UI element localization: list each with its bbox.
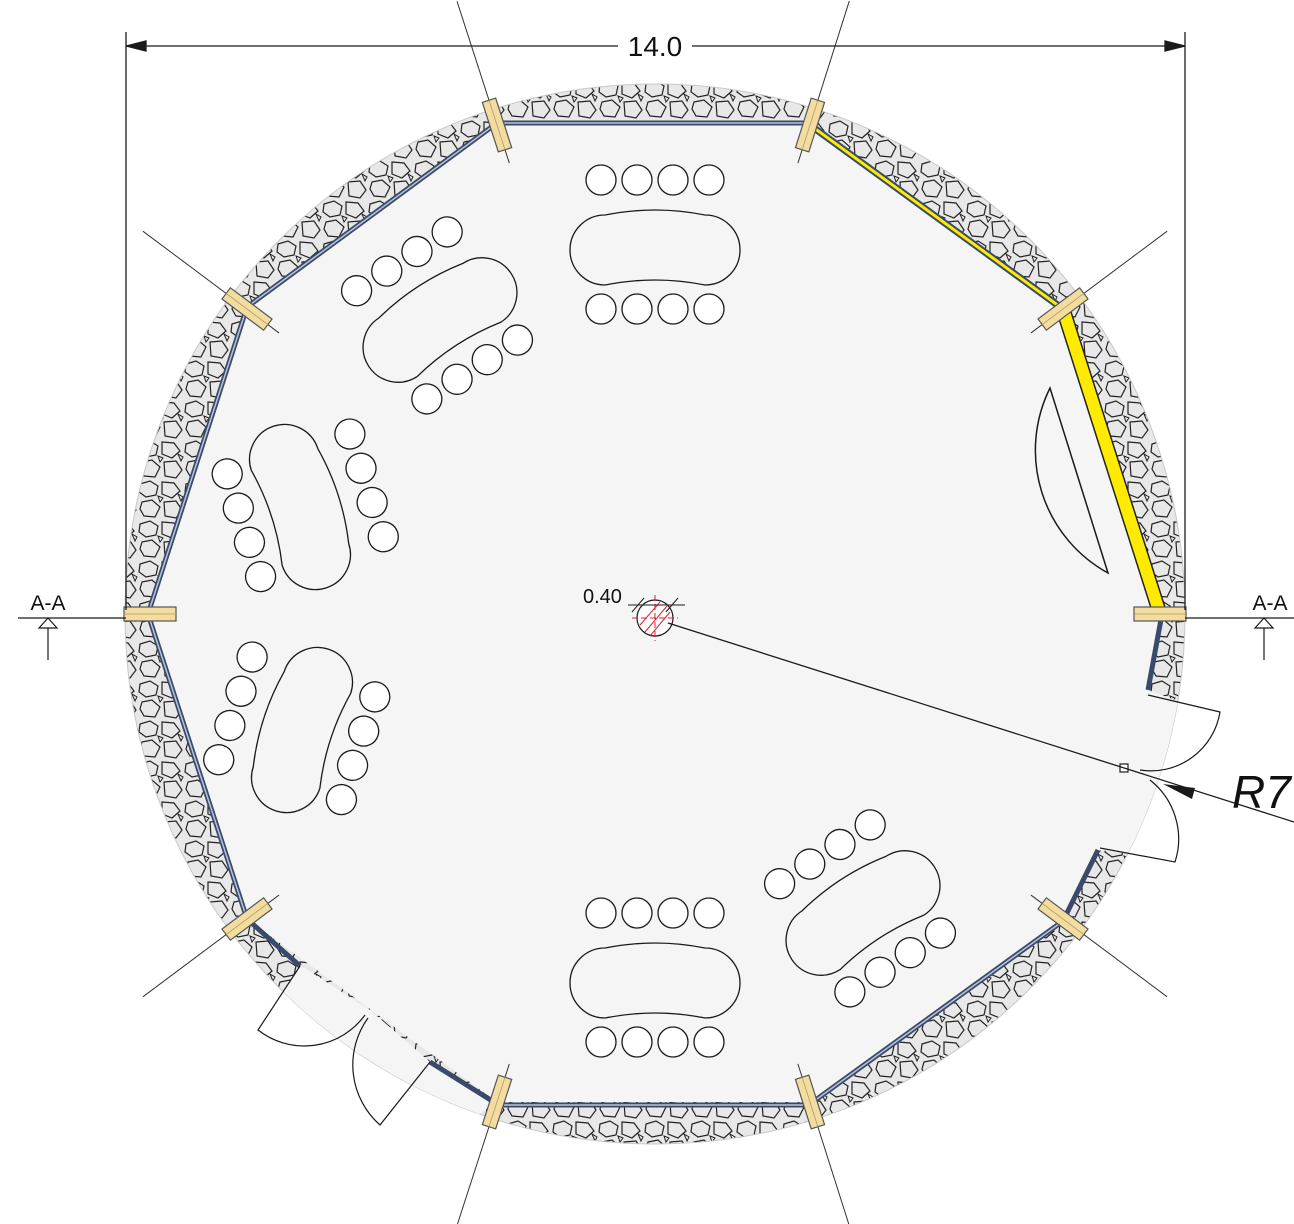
door-bottom-left-2 bbox=[352, 1017, 431, 1126]
chair bbox=[693, 897, 725, 929]
roof-post bbox=[221, 286, 273, 332]
center-column bbox=[628, 595, 685, 641]
banquet-table bbox=[569, 164, 741, 325]
roof-post bbox=[794, 1074, 826, 1130]
chair bbox=[763, 868, 796, 900]
roof-post bbox=[1037, 896, 1089, 942]
radius-leader bbox=[667, 622, 1294, 823]
chair bbox=[585, 293, 617, 325]
chair bbox=[854, 809, 886, 841]
roof-post bbox=[481, 1074, 513, 1130]
chair bbox=[431, 216, 463, 248]
banquet-table bbox=[340, 216, 534, 415]
door-right-upper bbox=[1139, 694, 1221, 772]
chair bbox=[325, 783, 358, 816]
furniture-layout bbox=[203, 164, 957, 1058]
chair bbox=[693, 1026, 725, 1058]
wall-segments bbox=[145, 120, 1165, 1108]
chair bbox=[334, 418, 366, 450]
chair bbox=[501, 324, 534, 356]
bar-counter bbox=[1034, 385, 1110, 575]
chair bbox=[356, 486, 388, 519]
chair bbox=[244, 560, 277, 593]
chair bbox=[657, 1026, 689, 1058]
chair bbox=[924, 917, 957, 949]
chair bbox=[359, 681, 391, 713]
chair bbox=[203, 744, 235, 776]
chair bbox=[236, 641, 268, 673]
chair bbox=[371, 255, 403, 287]
chair bbox=[585, 164, 617, 196]
chair bbox=[894, 937, 926, 969]
chair bbox=[864, 956, 896, 988]
chair bbox=[693, 293, 725, 325]
chair bbox=[340, 275, 373, 307]
roof-post bbox=[481, 97, 513, 153]
chair bbox=[693, 164, 725, 196]
chair bbox=[348, 715, 380, 747]
chair bbox=[824, 828, 856, 861]
section-marker-left bbox=[18, 617, 126, 660]
section-label-right: A-A bbox=[1252, 592, 1287, 615]
roof-post bbox=[1037, 286, 1089, 332]
chair bbox=[585, 1026, 617, 1058]
roof-posts bbox=[123, 97, 1187, 1130]
width-dimension-label: 14.0 bbox=[628, 31, 683, 62]
chair bbox=[657, 164, 689, 196]
highlighted-wall-segments bbox=[807, 122, 1168, 617]
width-dimension bbox=[125, 32, 1186, 610]
chair bbox=[225, 675, 257, 707]
chair bbox=[471, 344, 503, 376]
chair bbox=[621, 164, 653, 196]
chair bbox=[585, 897, 617, 929]
chair bbox=[441, 363, 473, 395]
chair bbox=[794, 848, 826, 880]
roof-post bbox=[1133, 606, 1187, 622]
section-marker-right bbox=[1185, 617, 1294, 660]
chair bbox=[621, 293, 653, 325]
chair bbox=[336, 749, 369, 782]
chair bbox=[411, 383, 443, 415]
section-label-left: A-A bbox=[30, 592, 65, 615]
chair bbox=[222, 492, 254, 524]
roof-post bbox=[221, 896, 273, 942]
chair bbox=[345, 452, 377, 484]
chair bbox=[657, 293, 689, 325]
chair bbox=[401, 235, 433, 268]
chair bbox=[834, 976, 866, 1008]
roof-post bbox=[794, 97, 826, 153]
chair bbox=[621, 897, 653, 929]
banquet-table bbox=[211, 418, 399, 593]
center-dimension-label: 0.40 bbox=[583, 586, 622, 608]
banquet-table bbox=[203, 641, 391, 816]
chair bbox=[233, 526, 266, 559]
door-right-lower bbox=[1099, 779, 1180, 863]
chair bbox=[367, 521, 399, 553]
chair bbox=[214, 709, 246, 742]
chair bbox=[211, 458, 243, 490]
banquet-table bbox=[763, 809, 957, 1008]
banquet-table bbox=[569, 897, 741, 1058]
radius-label: R7 bbox=[1232, 766, 1292, 818]
door-bottom-left-1 bbox=[257, 965, 366, 1047]
roof-post bbox=[123, 606, 177, 622]
chair bbox=[657, 897, 689, 929]
chair bbox=[621, 1026, 653, 1058]
